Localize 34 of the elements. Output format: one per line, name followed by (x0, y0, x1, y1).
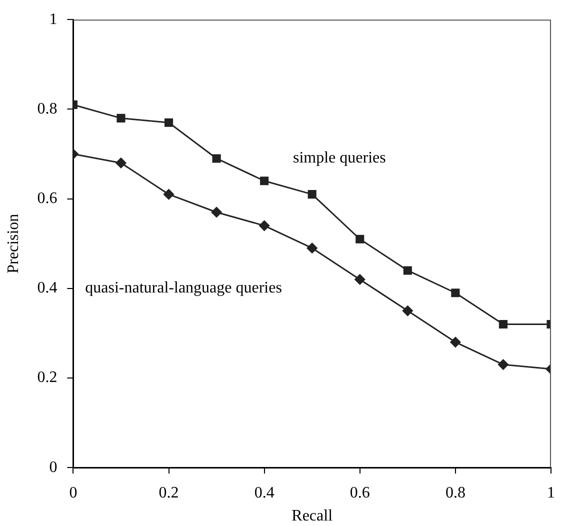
x-tick-label: 1 (547, 484, 555, 502)
point (308, 190, 316, 199)
point (356, 234, 364, 244)
x-tick-label: 0 (69, 484, 78, 502)
point (211, 206, 222, 218)
point (451, 288, 460, 298)
point (450, 336, 461, 348)
y-tick-label: 1 (49, 10, 58, 28)
x-tick-label: 0.4 (254, 484, 274, 502)
point (498, 320, 508, 329)
y-tick-label: 0.8 (37, 100, 58, 118)
point (260, 176, 269, 186)
point (116, 158, 126, 168)
y-tick-label: 0 (49, 458, 58, 476)
y-axis-title: Precision (4, 214, 22, 274)
x-tick-label: 0.6 (350, 484, 370, 502)
point (354, 274, 366, 285)
y-tick-label: 0.4 (37, 280, 58, 297)
series-label: simple queries (292, 150, 386, 167)
point (498, 359, 508, 370)
point (164, 189, 174, 200)
point (259, 220, 270, 231)
y-tick-label: 0.6 (37, 190, 58, 208)
point (164, 118, 174, 127)
x-tick-label: 0.2 (158, 484, 179, 502)
point (212, 154, 221, 163)
point (116, 114, 126, 122)
point (306, 242, 318, 254)
point (402, 306, 413, 316)
x-axis-title: Recall (292, 508, 334, 525)
y-tick-label: 0.2 (37, 369, 58, 386)
x-tick-label: 0.8 (445, 484, 466, 502)
text: quasi-natural-language queries (85, 280, 282, 297)
point (403, 266, 412, 275)
